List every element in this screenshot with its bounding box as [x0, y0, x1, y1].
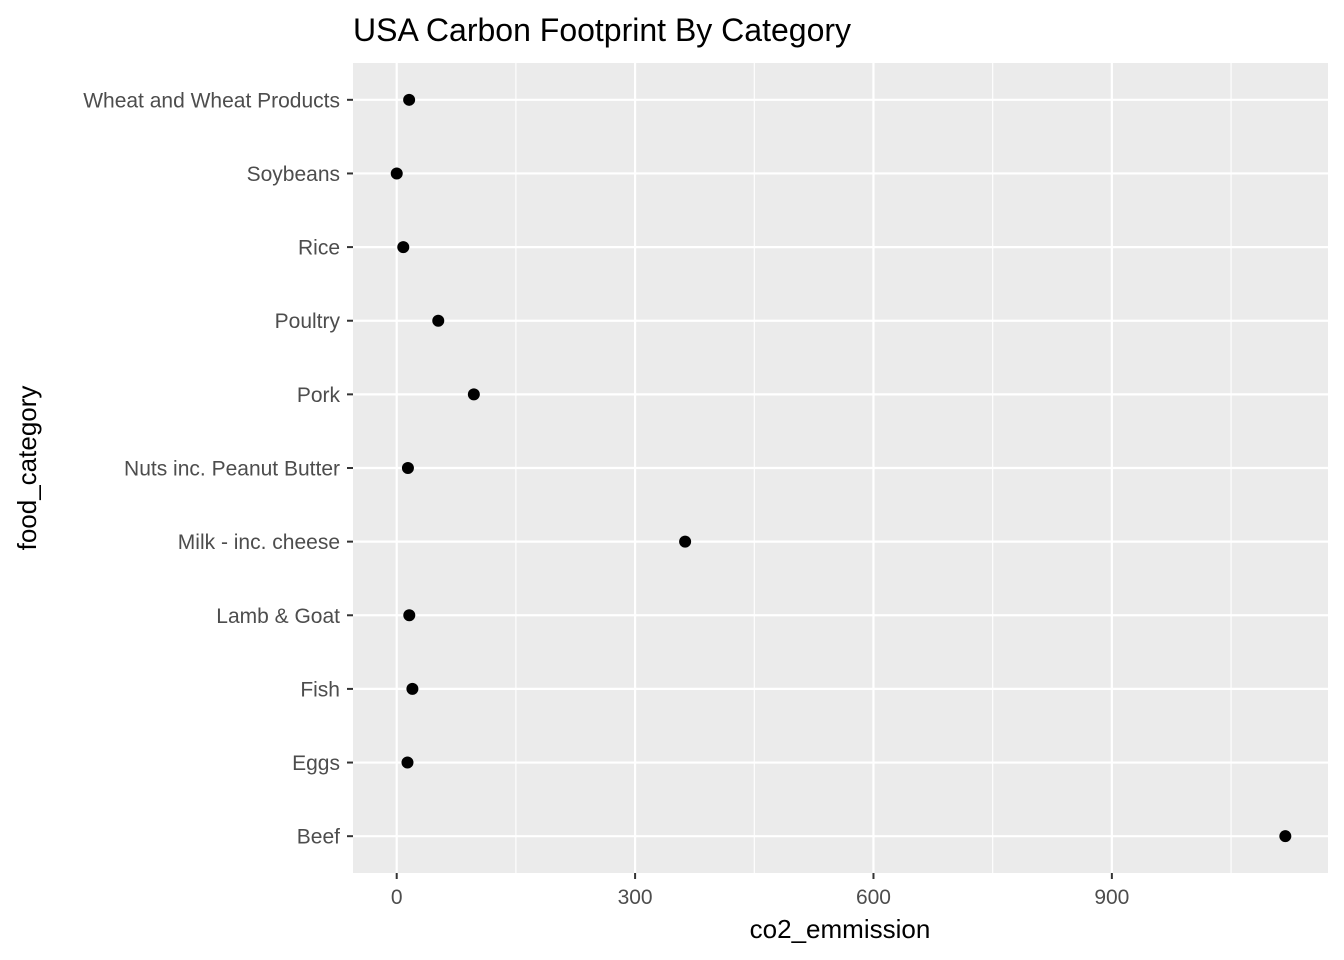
- y-tick-label-7: Poultry: [275, 310, 341, 333]
- major-gridlines: [353, 63, 1328, 873]
- x-axis-title: co2_emmission: [750, 914, 931, 944]
- x-tick-label-2: 600: [856, 886, 891, 909]
- data-point-9: [390, 167, 403, 180]
- y-tick-label-10: Wheat and Wheat Products: [83, 89, 340, 112]
- y-tick-label-2: Fish: [300, 678, 340, 701]
- y-tick-label-6: Pork: [297, 384, 341, 407]
- data-point-10: [403, 93, 416, 106]
- data-point-5: [401, 462, 414, 474]
- data-point-7: [432, 314, 445, 327]
- data-point-0: [1279, 830, 1292, 843]
- data-point-1: [401, 756, 414, 769]
- y-tick-label-1: Eggs: [292, 752, 340, 775]
- x-axis: 0 300 600 900: [391, 873, 1129, 909]
- data-point-2: [406, 682, 419, 695]
- data-points: [390, 93, 1292, 843]
- x-tick-label-1: 300: [618, 886, 653, 909]
- y-tick-label-5: Nuts inc. Peanut Butter: [124, 458, 340, 481]
- y-tick-label-0: Beef: [297, 826, 340, 849]
- data-point-4: [679, 535, 692, 548]
- y-tick-label-9: Soybeans: [247, 163, 340, 186]
- y-tick-label-8: Rice: [298, 237, 340, 260]
- chart-title: USA Carbon Footprint By Category: [353, 12, 851, 48]
- y-tick-label-4: Milk - inc. cheese: [178, 531, 340, 554]
- x-tick-label-0: 0: [391, 886, 403, 909]
- y-axis-title: food_category: [12, 386, 42, 551]
- data-point-6: [467, 388, 480, 401]
- x-tick-label-3: 900: [1094, 886, 1129, 909]
- data-point-3: [403, 609, 416, 622]
- y-tick-label-3: Lamb & Goat: [216, 605, 340, 628]
- y-axis: Beef Eggs Fish Lamb & Goat Milk - inc. chees…: [83, 89, 353, 849]
- data-point-8: [397, 241, 410, 254]
